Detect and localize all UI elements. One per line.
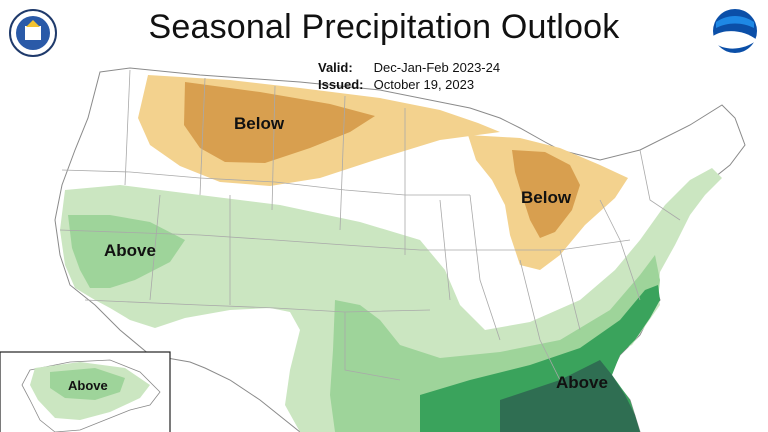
- above-darkest-southeast: [500, 360, 640, 432]
- label-below-great-lakes: Below: [521, 188, 572, 207]
- valid-row: Valid: Dec-Jan-Feb 2023-24: [318, 59, 500, 76]
- outlook-meta: Valid: Dec-Jan-Feb 2023-24 Issued: Octob…: [318, 59, 500, 93]
- label-above-southeast: Above: [556, 373, 608, 392]
- above-medium-southern: [330, 255, 660, 432]
- page-title: Seasonal Precipitation Outlook: [148, 8, 620, 46]
- issued-row: Issued: October 19, 2023: [318, 76, 500, 93]
- below-medium-northern-plains: [184, 82, 375, 163]
- commerce-seal-icon: [9, 9, 57, 57]
- label-below-northern-plains: Below: [234, 114, 285, 133]
- valid-value: Dec-Jan-Feb 2023-24: [373, 60, 501, 75]
- issued-value: October 19, 2023: [373, 77, 475, 92]
- below-medium-great-lakes: [512, 150, 580, 238]
- state-lines: [59, 69, 681, 381]
- alaska-above-medium: [50, 368, 125, 400]
- noaa-logo-icon: [713, 9, 757, 53]
- label-above-alaska: Above: [68, 378, 108, 393]
- label-above-california: Above: [104, 241, 156, 260]
- issued-label: Issued:: [318, 77, 364, 92]
- valid-label: Valid:: [318, 60, 353, 75]
